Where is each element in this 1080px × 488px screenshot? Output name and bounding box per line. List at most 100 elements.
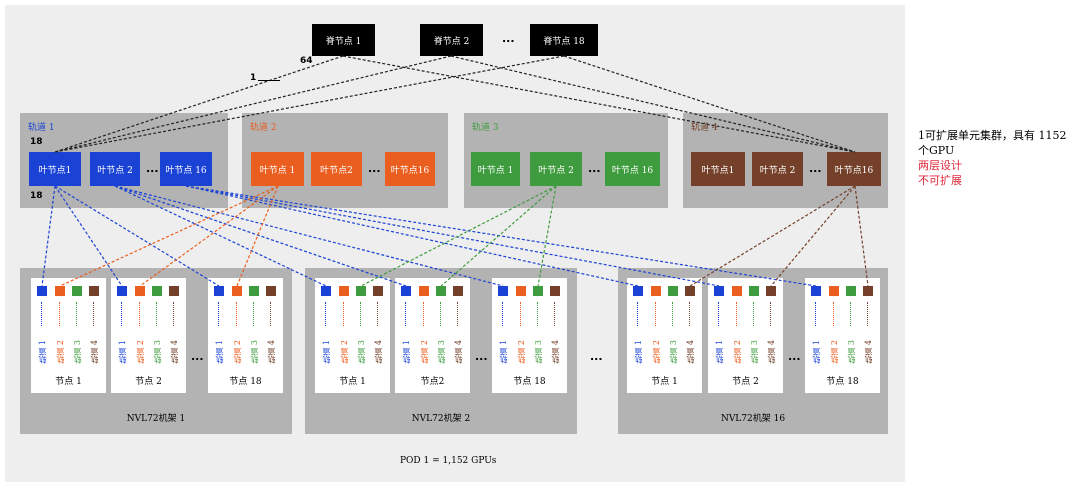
rail-port [714, 286, 724, 296]
nvlink-dotted-line [253, 302, 254, 326]
nvlink-dotted-line [405, 302, 406, 326]
leaf-switch: 叶节点16 [827, 152, 881, 186]
leaf-node-link [59, 185, 279, 287]
rail-port [339, 286, 349, 296]
leaf-node-link [139, 185, 279, 287]
node-label: 节点 2 [732, 377, 759, 387]
node-label: 节点 18 [229, 377, 262, 387]
leaf-node-link [537, 185, 557, 287]
nvlink-dotted-line [457, 302, 458, 326]
rail-port [373, 286, 383, 296]
spine-leaf-link [342, 55, 856, 153]
leaf-node-link [185, 185, 720, 287]
spine-leaf-link [54, 55, 452, 153]
nvlink-dotted-line [76, 302, 77, 326]
rail-label: 轨道 4 [691, 123, 718, 133]
link-marker [258, 80, 280, 81]
nvlink-dotted-line [93, 302, 94, 326]
compute-node: 轨道 1 轨道 2 轨道 3 轨道 4 节点 18 [492, 278, 567, 393]
leaf-switch: 叶节点 2 [752, 152, 803, 186]
leaf-node-link [54, 185, 220, 287]
leaf-switch: 叶节点1 [29, 152, 81, 186]
node-ellipsis: ... [475, 350, 488, 363]
spine-ellipsis: ... [502, 32, 515, 45]
leaf-ellipsis: ... [809, 162, 822, 175]
rail-port [419, 286, 429, 296]
leaf-downlink-count: 18 [30, 191, 43, 201]
rail-port [37, 286, 47, 296]
nvlink-dotted-line [440, 302, 441, 326]
rail-port [152, 286, 162, 296]
rack-ellipsis: ... [590, 350, 603, 363]
nvlink-dotted-line [520, 302, 521, 326]
rail-port [651, 286, 661, 296]
rail-port [685, 286, 695, 296]
node-ellipsis: ... [191, 350, 204, 363]
rail-port [633, 286, 643, 296]
leaf-node-link [185, 185, 639, 287]
nvlink-dotted-line [360, 302, 361, 326]
spine-leaf-link [450, 55, 856, 153]
nvlink-dotted-line [770, 302, 771, 326]
rail-port [401, 286, 411, 296]
compute-node: 轨道 1 轨道 2 轨道 3 轨道 4 节点 1 [315, 278, 390, 393]
note-two-tier: 两层设计 [918, 159, 962, 172]
nvlink-dotted-line [736, 302, 737, 326]
nvlink-dotted-line [156, 302, 157, 326]
leaf-node-link [440, 185, 557, 287]
spine-leaf-link [54, 55, 565, 153]
nvlink-dotted-line [672, 302, 673, 326]
nvlink-dotted-line [554, 302, 555, 326]
nvlink-dotted-line [815, 302, 816, 326]
rail-port [766, 286, 776, 296]
rail-port [321, 286, 331, 296]
leaf-node-link [114, 185, 327, 287]
nvlink-dotted-line [753, 302, 754, 326]
pod-label: POD 1 = 1,152 GPUs [400, 456, 497, 466]
leaf-switch: 叶节点 2 [530, 152, 582, 186]
compute-node: 轨道 1 轨道 2 轨道 3 轨道 4 节点2 [395, 278, 470, 393]
nvlink-dotted-line [41, 302, 42, 326]
rail-port [516, 286, 526, 296]
leaf-node-link [689, 185, 856, 287]
rack-label: NVL72机架 1 [126, 414, 186, 424]
nvlink-dotted-line [59, 302, 60, 326]
leaf-switch: 叶节点 2 [90, 152, 140, 186]
compute-node: 轨道 1 轨道 2 轨道 3 轨道 4 节点 18 [805, 278, 880, 393]
leaf-ellipsis: ... [368, 162, 381, 175]
rail-port [72, 286, 82, 296]
rail-port [533, 286, 543, 296]
rack-label: NVL72机架 16 [720, 414, 786, 424]
leaf-switch: 叶节点2 [311, 152, 362, 186]
note-gpu: 个GPU [918, 144, 955, 157]
nvlink-dotted-line [343, 302, 344, 326]
rail-port [356, 286, 366, 296]
rail-port [169, 286, 179, 296]
leaf-node-link [770, 185, 856, 287]
rail-port [436, 286, 446, 296]
compute-node: 轨道 1 轨道 2 轨道 3 轨道 4 节点 1 [31, 278, 106, 393]
nvlink-dotted-line [423, 302, 424, 326]
compute-node: 轨道 1 轨道 2 轨道 3 轨道 4 节点 2 [111, 278, 186, 393]
leaf-switch: 叶节点 1 [471, 152, 520, 186]
note-not-scalable: 不可扩展 [918, 174, 962, 187]
node-label: 节点 18 [826, 377, 859, 387]
nvlink-dotted-line [173, 302, 174, 326]
rail-port [214, 286, 224, 296]
nvlink-dotted-line [655, 302, 656, 326]
leaf-node-link [41, 185, 56, 287]
rail-port [117, 286, 127, 296]
rail-port [732, 286, 742, 296]
nvlink-dotted-line [833, 302, 834, 326]
rail-port [863, 286, 873, 296]
rail-port [668, 286, 678, 296]
spine-node: 脊节点 2 [420, 24, 483, 56]
spine-leaf-link [563, 55, 856, 153]
rail-port [453, 286, 463, 296]
compute-node: 轨道 1 轨道 2 轨道 3 轨道 4 节点 1 [627, 278, 702, 393]
rail-port [55, 286, 65, 296]
leaf-node-link [185, 185, 817, 287]
spine-leaf-link [54, 55, 344, 153]
nvlink-dotted-line [850, 302, 851, 326]
